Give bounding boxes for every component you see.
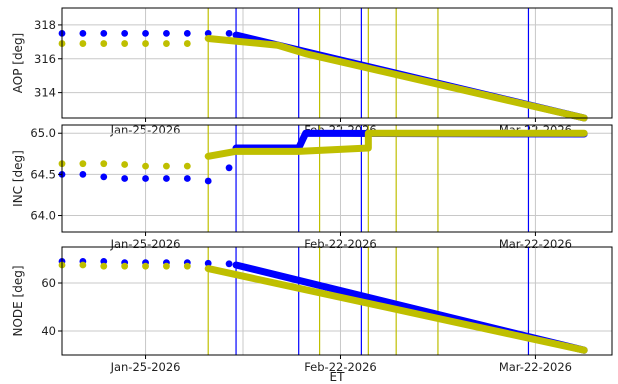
series-2-trend xyxy=(204,265,588,354)
series-1-point xyxy=(204,29,212,37)
series-1-point xyxy=(100,29,108,37)
series-2-point xyxy=(100,262,108,270)
series-2-point xyxy=(183,262,191,270)
series-2-point xyxy=(100,40,108,47)
y-tick-label: 314 xyxy=(34,86,56,100)
series-1-point xyxy=(225,29,233,37)
series-1-point xyxy=(163,29,170,37)
series-2-point xyxy=(183,162,191,170)
series-1-point xyxy=(142,175,149,182)
y-tick-label: 64.0 xyxy=(30,209,56,223)
series-2-trend xyxy=(204,34,588,122)
series-1-point xyxy=(100,173,108,181)
series-2-point xyxy=(183,40,191,47)
series-2-point xyxy=(121,262,129,270)
series-2-point xyxy=(163,40,170,47)
plot-frame xyxy=(61,124,613,233)
series-2-point xyxy=(142,162,149,170)
series-2-point xyxy=(163,162,170,170)
series-1-point xyxy=(225,260,233,268)
y-axis-label: NODE [deg] xyxy=(11,265,25,336)
series-1-point xyxy=(163,175,170,182)
y-tick-label: 60 xyxy=(41,276,56,290)
series-1-point xyxy=(204,259,212,267)
y-tick-label: 65.0 xyxy=(30,126,56,140)
series-1-point xyxy=(225,164,233,172)
series-2-point xyxy=(100,160,108,168)
x-axis-label: ET xyxy=(330,370,346,384)
x-tick-label: Mar-22-2026 xyxy=(499,360,572,374)
y-axis-label: AOP [deg] xyxy=(11,33,25,93)
series-2-point xyxy=(79,160,87,168)
plot-frame xyxy=(61,7,613,119)
series-2-point xyxy=(79,261,87,269)
series-2-point xyxy=(163,262,170,270)
series-2-trend xyxy=(204,129,588,160)
y-tick-label: 40 xyxy=(41,324,56,338)
x-tick-label: Jan-25-2026 xyxy=(110,360,181,374)
plot-frame xyxy=(61,246,613,356)
series-1-point xyxy=(79,170,87,178)
panel-3: 40 60 Jan-25-2026 Feb-22-2026 Mar-22-2026 NOD… xyxy=(11,246,613,374)
y-tick-label: 316 xyxy=(34,52,56,66)
series-2-point xyxy=(121,40,129,47)
series-1-point xyxy=(183,175,191,182)
series-1-point xyxy=(142,29,149,37)
series-1-point xyxy=(121,29,129,37)
series-1-point xyxy=(100,258,108,265)
series-1-point xyxy=(79,29,87,37)
series-2-point xyxy=(142,262,149,270)
series-1-point xyxy=(183,29,191,37)
series-1-point xyxy=(121,175,129,182)
series-2-point xyxy=(121,161,129,168)
y-tick-label: 318 xyxy=(34,18,56,32)
series-2-point xyxy=(142,40,149,47)
series-2-point xyxy=(79,40,87,47)
series-1-point xyxy=(204,177,212,185)
x-tick-label: Feb-22-2026 xyxy=(304,360,377,374)
y-tick-label: 64.5 xyxy=(30,167,56,181)
y-axis-label: INC [deg] xyxy=(11,150,25,207)
